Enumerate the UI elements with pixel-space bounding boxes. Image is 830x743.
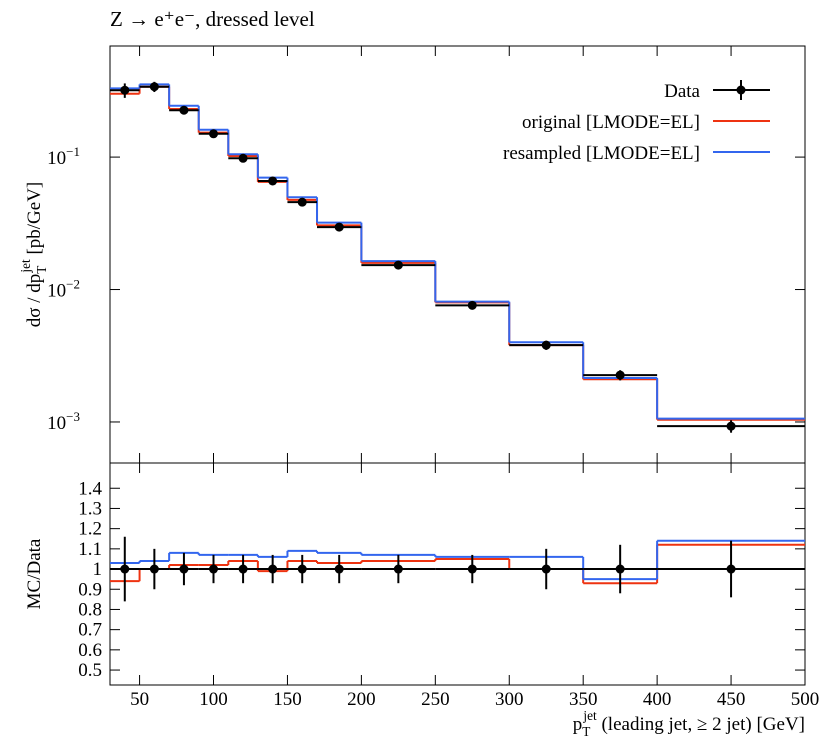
data-point: [467, 564, 477, 574]
y-tick-label: 10−1: [47, 144, 80, 169]
data-point: [467, 300, 477, 310]
x-tick-label: 450: [717, 689, 746, 710]
data-point: [238, 564, 248, 574]
y-tick-label: 0.8: [78, 599, 102, 620]
axis-label-part: (leading jet, ≥ 2 jet) [GeV]: [597, 714, 805, 735]
chart-title: Z → e⁺e⁻, dressed level: [110, 7, 315, 31]
y-tick-label: 10−3: [47, 409, 80, 434]
data-point: [120, 564, 130, 574]
axis-label-sub: T: [582, 724, 590, 739]
data-point: [726, 421, 736, 431]
y-tick-base: 10: [47, 148, 66, 169]
data-point: [297, 564, 307, 574]
y-tick-label: 0.5: [78, 660, 102, 681]
y-tick-label: 1.2: [78, 519, 102, 540]
data-point: [238, 153, 248, 163]
x-tick-label: 50: [130, 689, 149, 710]
y-tick-label: 10−2: [47, 277, 80, 302]
data-point: [615, 564, 625, 574]
axis-label-part: MC/Data: [24, 538, 45, 609]
data-point: [334, 222, 344, 232]
y-tick-label: 0.7: [78, 620, 102, 641]
data-point: [209, 129, 219, 139]
x-tick-label: 400: [643, 689, 672, 710]
data-point: [268, 564, 278, 574]
axis-label: dσ / dpTjet [pb/GeV]: [18, 182, 49, 328]
y-tick-exp: −1: [66, 144, 80, 159]
plot-frame: [109, 45, 806, 464]
axis-label-part: dσ / dp: [24, 274, 45, 328]
y-tick-base: 10: [47, 281, 66, 302]
y-tick-label: 0.9: [78, 579, 102, 600]
y-tick-label: 1.4: [78, 478, 102, 499]
data-point: [393, 564, 403, 574]
x-tick-label: 500: [791, 689, 820, 710]
data-point: [393, 260, 403, 270]
data-point: [334, 564, 344, 574]
y-tick-base: 10: [47, 413, 66, 434]
data-point: [615, 370, 625, 380]
data-point: [541, 340, 551, 350]
legend-label: resampled [LMODE=EL]: [503, 143, 700, 164]
data-point: [149, 82, 159, 92]
y-tick-exp: −3: [66, 409, 80, 424]
axis-label: MC/Data: [24, 538, 45, 609]
axis-label-part: p: [573, 714, 583, 735]
legend-label: Data: [664, 81, 700, 102]
data-point: [120, 85, 130, 95]
legend-swatch-dot: [736, 85, 746, 95]
data-point: [297, 197, 307, 207]
y-tick-exp: −2: [66, 277, 80, 292]
data-point: [149, 564, 159, 574]
x-tick-label: 300: [495, 689, 524, 710]
y-tick-label: 1: [93, 559, 103, 580]
axis-label-part: [pb/GeV]: [24, 182, 45, 260]
axis-label: pTjet (leading jet, ≥ 2 jet) [GeV]: [573, 708, 805, 739]
series-group: [110, 81, 805, 433]
y-tick-label: 1.3: [78, 498, 102, 519]
x-tick-label: 250: [421, 689, 450, 710]
data-point: [726, 564, 736, 574]
data-point: [179, 105, 189, 115]
data-point: [268, 176, 278, 186]
x-tick-label: 350: [569, 689, 598, 710]
axis-label-sup: jet: [18, 259, 33, 274]
x-tick-label: 150: [273, 689, 302, 710]
data-point: [541, 564, 551, 574]
axis-label-sub: T: [34, 266, 49, 274]
data-point: [179, 564, 189, 574]
x-tick-label: 200: [347, 689, 376, 710]
y-tick-label: 0.6: [78, 640, 102, 661]
axis-label-sup: jet: [582, 708, 597, 723]
data-point: [209, 564, 219, 574]
series-group: [110, 536, 805, 602]
x-tick-label: 100: [199, 689, 228, 710]
legend-label: original [LMODE=EL]: [522, 112, 700, 133]
plot-frame: [109, 462, 806, 686]
y-tick-label: 1.1: [78, 539, 102, 560]
